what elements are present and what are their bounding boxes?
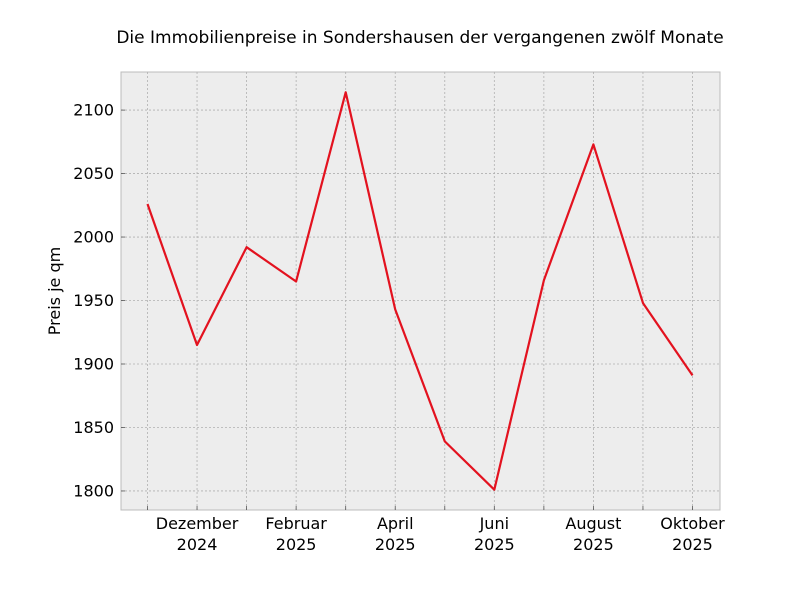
axis-ticks [121,109,693,510]
x-tick-label-month: Juni [479,514,509,533]
y-axis-labels: 1800 1850 1900 1950 2000 2050 2100 [73,101,114,501]
x-tick-label-year: 2025 [573,535,614,554]
y-tick-label: 1900 [73,355,114,374]
y-tick-label: 1850 [73,418,114,437]
y-tick-label: 2050 [73,164,114,183]
x-tick-label-month: Oktober [660,514,725,533]
x-axis-labels: Dezember 2024 Februar 2025 April 2025 Juni 2025… [156,514,725,554]
chart-title: Die Immobilienpreise in Sondershausen de… [116,28,723,48]
y-tick-label: 2100 [73,101,114,120]
series-line [146,91,694,491]
x-tick-label-month: April [377,514,414,533]
x-tick-label-year: 2024 [177,535,218,554]
plot-area [120,71,721,511]
x-tick-label-month: August [565,514,621,533]
y-tick-label: 1950 [73,291,114,310]
y-tick-label: 1800 [73,481,114,500]
x-tick-label-year: 2025 [474,535,515,554]
x-tick-label-month: Februar [265,514,327,533]
x-tick-label-year: 2025 [276,535,317,554]
x-tick-label-month: Dezember [156,514,239,533]
y-tick-label: 2000 [73,228,114,247]
x-tick-label-year: 2025 [672,535,713,554]
x-tick-label-year: 2025 [375,535,416,554]
y-axis-label: Preis je qm [45,247,64,335]
